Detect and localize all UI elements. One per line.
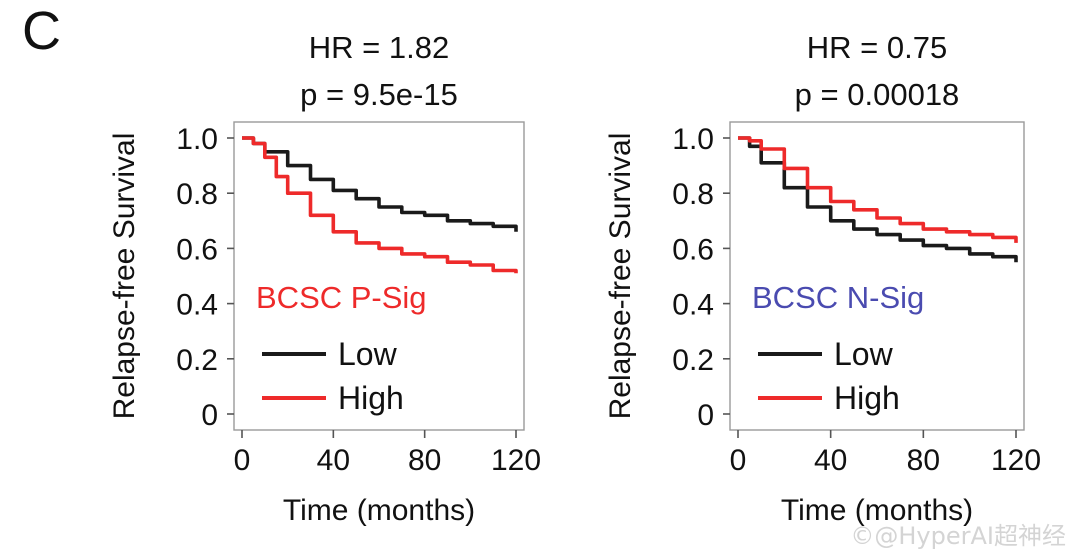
y-tick-label: 0.6 bbox=[672, 233, 714, 266]
watermark-text: ©@HyperAI超神经 bbox=[850, 522, 1066, 550]
survival-curve-high bbox=[242, 136, 518, 274]
y-tick-label: 0 bbox=[697, 399, 714, 432]
survival-curve-low bbox=[738, 136, 1018, 263]
signature-annotation: BCSC N-Sig bbox=[752, 280, 924, 315]
km-panel-2: HR = 0.75 p = 0.00018 0 0.2 0.4 0.6 0.8 1.0 0 40 8… bbox=[604, 30, 1041, 527]
survival-curve-low bbox=[242, 136, 518, 232]
y-tick-label: 0.6 bbox=[176, 233, 218, 266]
chart-subtitle: p = 0.00018 bbox=[795, 77, 960, 112]
x-tick-label: 80 bbox=[907, 444, 940, 477]
legend-label-high: High bbox=[338, 380, 404, 416]
y-axis-label: Relapse-free Survival bbox=[108, 133, 141, 420]
y-tick-label: 0.8 bbox=[176, 178, 218, 211]
y-tick-label: 0.2 bbox=[176, 344, 218, 377]
plot-frame bbox=[729, 121, 1025, 431]
x-tick-label: 120 bbox=[991, 444, 1041, 477]
y-tick-label: 0 bbox=[201, 399, 218, 432]
x-tick-label: 80 bbox=[408, 444, 441, 477]
chart-title: HR = 0.75 bbox=[807, 30, 947, 65]
km-panel-1: HR = 1.82 p = 9.5e-15 0 0.2 0.4 0.6 0.8 1.0 0 40 8… bbox=[108, 30, 541, 527]
y-tick-label: 0.2 bbox=[672, 344, 714, 377]
x-tick-label: 40 bbox=[317, 444, 350, 477]
signature-annotation: BCSC P-Sig bbox=[256, 280, 427, 315]
survival-curve-high bbox=[738, 136, 1018, 243]
x-tick-label: 120 bbox=[491, 444, 541, 477]
y-tick-label: 0.8 bbox=[672, 178, 714, 211]
x-axis-label: Time (months) bbox=[283, 494, 475, 527]
x-tick-label: 0 bbox=[730, 444, 747, 477]
legend-label-low: Low bbox=[834, 336, 894, 372]
chart-subtitle: p = 9.5e-15 bbox=[300, 77, 458, 112]
y-tick-label: 0.4 bbox=[672, 289, 714, 322]
legend-label-low: Low bbox=[338, 336, 398, 372]
plot-frame bbox=[233, 121, 525, 431]
y-tick-label: 1.0 bbox=[176, 123, 218, 156]
y-tick-label: 1.0 bbox=[672, 123, 714, 156]
x-axis-label: Time (months) bbox=[781, 494, 973, 527]
y-tick-label: 0.4 bbox=[176, 289, 218, 322]
legend-label-high: High bbox=[834, 380, 900, 416]
chart-title: HR = 1.82 bbox=[309, 30, 449, 65]
x-tick-label: 40 bbox=[814, 444, 847, 477]
y-axis-label: Relapse-free Survival bbox=[604, 133, 637, 420]
panel-label: C bbox=[22, 1, 61, 61]
x-tick-label: 0 bbox=[234, 444, 251, 477]
